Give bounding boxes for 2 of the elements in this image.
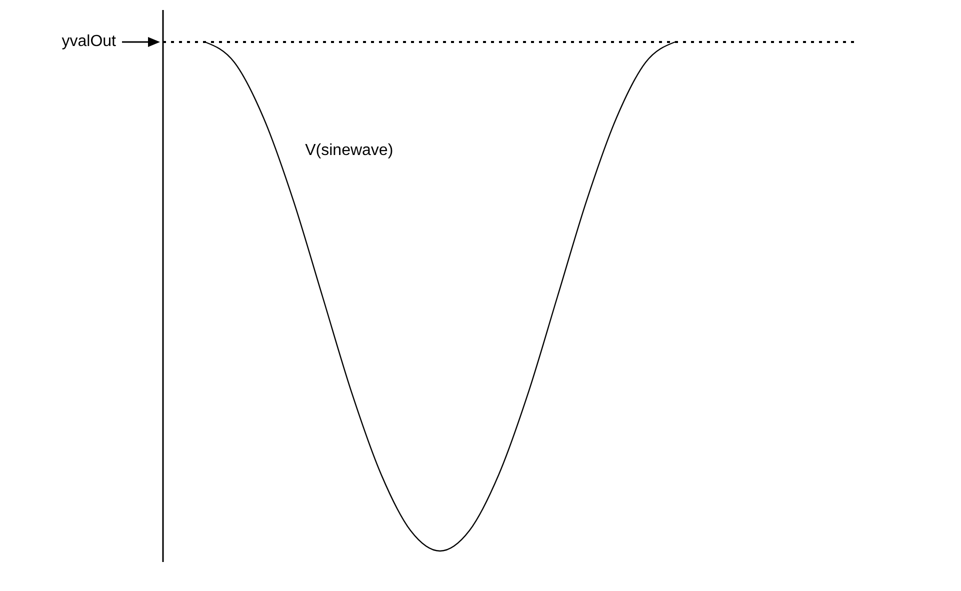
series-label: V(sinewave): [305, 142, 394, 159]
ref-line-label: yvalOut: [62, 33, 117, 50]
